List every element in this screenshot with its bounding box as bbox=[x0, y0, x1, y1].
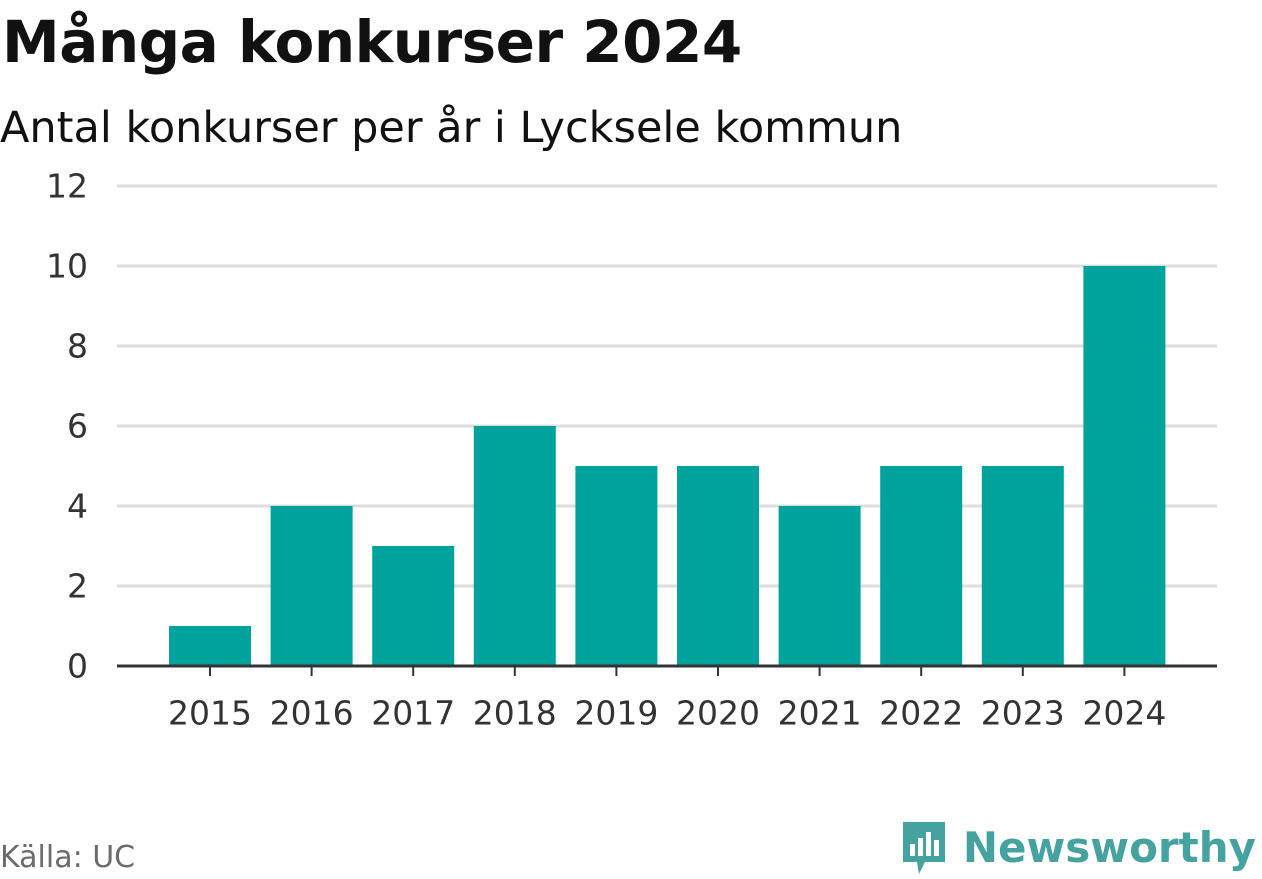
y-tick-label: 12 bbox=[46, 167, 88, 206]
bar-2018 bbox=[473, 426, 556, 666]
source-note: Källa: UC bbox=[0, 840, 136, 875]
x-axis-ticks: 2015 2016 2017 2018 2019 2020 2021 2022 2023 2024 bbox=[168, 694, 1166, 733]
y-tick-label: 8 bbox=[67, 327, 88, 366]
x-tick-label: 2023 bbox=[981, 694, 1065, 733]
x-tick-label: 2024 bbox=[1082, 694, 1166, 733]
x-tick-label: 2017 bbox=[371, 694, 455, 733]
y-tick-label: 10 bbox=[46, 247, 88, 286]
bar-2016 bbox=[270, 506, 353, 666]
x-tick-label: 2016 bbox=[270, 694, 354, 733]
x-tick-label: 2015 bbox=[168, 694, 252, 733]
bar-2020 bbox=[677, 466, 759, 666]
brand-name: Newsworthy bbox=[962, 823, 1256, 872]
x-tick-label: 2020 bbox=[676, 694, 760, 733]
y-axis-ticks: 0 2 4 6 8 10 12 bbox=[46, 167, 88, 686]
bar-2017 bbox=[372, 546, 455, 666]
x-tick-label: 2022 bbox=[879, 694, 963, 733]
y-tick-label: 4 bbox=[67, 487, 88, 526]
y-tick-label: 2 bbox=[67, 567, 88, 606]
bar-2019 bbox=[575, 466, 658, 666]
bars bbox=[169, 266, 1166, 666]
chart-subtitle: Antal konkurser per år i Lycksele kommun bbox=[0, 103, 903, 153]
y-tick-label: 6 bbox=[67, 407, 88, 446]
x-tick-label: 2019 bbox=[574, 694, 658, 733]
bar-2015 bbox=[169, 626, 251, 666]
y-tick-label: 0 bbox=[67, 647, 88, 686]
x-axis bbox=[117, 664, 1217, 676]
newsworthy-logo-icon bbox=[902, 822, 945, 874]
x-tick-label: 2018 bbox=[473, 694, 557, 733]
bar-2022 bbox=[880, 466, 963, 666]
bar-2024 bbox=[1083, 266, 1166, 666]
brand-logo: Newsworthy bbox=[899, 818, 1256, 878]
bar-2021 bbox=[778, 506, 861, 666]
chart-title: Många konkurser 2024 bbox=[2, 8, 742, 76]
x-tick-label: 2021 bbox=[778, 694, 862, 733]
bar-2023 bbox=[981, 466, 1064, 666]
